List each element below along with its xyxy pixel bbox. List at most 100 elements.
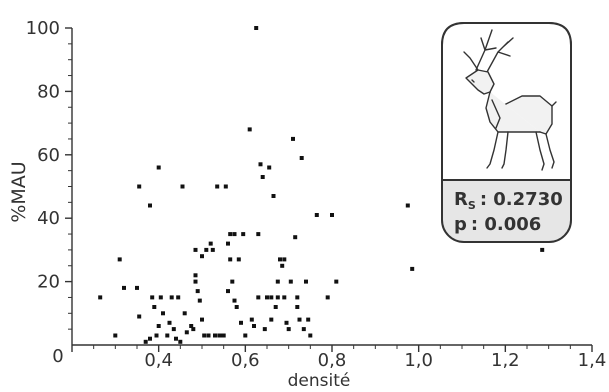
data-point (208, 241, 213, 246)
data-point (193, 273, 198, 278)
data-point (152, 305, 157, 309)
data-point (282, 257, 287, 262)
data-point (410, 266, 415, 271)
y-tick-label: 40 (37, 208, 60, 229)
data-point (150, 295, 155, 300)
data-point (299, 156, 304, 160)
data-point (156, 165, 161, 170)
x-tick-label: 1,0 (404, 350, 433, 371)
y-axis-label: %MAU (8, 161, 30, 222)
data-point (269, 295, 274, 300)
data-point (230, 279, 235, 284)
data-point (236, 257, 241, 262)
annotation-box: RS: 0.2730 p: 0.006 (441, 22, 572, 243)
data-point (314, 213, 319, 217)
data-point (219, 333, 224, 338)
x-axis-label: densité (288, 371, 351, 388)
data-point (247, 127, 252, 132)
tick-labels: 20 40 60 80 100 0 0,4 0,6 0,8 1,0 1,2 1,4 (26, 18, 607, 371)
data-point (234, 305, 239, 309)
data-point (137, 314, 142, 319)
data-point (182, 311, 187, 316)
data-point (213, 333, 217, 338)
data-point (330, 213, 334, 217)
data-point (275, 279, 280, 284)
data-point (178, 339, 183, 344)
data-point (215, 184, 220, 189)
data-point (258, 162, 263, 167)
data-points (98, 26, 545, 344)
data-point (239, 320, 243, 325)
y-tick-label: 80 (37, 81, 60, 102)
data-point (228, 257, 233, 262)
data-point (252, 324, 256, 328)
data-point (295, 295, 300, 300)
data-point (113, 333, 118, 338)
data-point (232, 232, 237, 237)
x-tick-label: 1,4 (578, 350, 607, 371)
data-point (232, 298, 237, 303)
data-point (280, 263, 285, 268)
data-point (262, 327, 267, 332)
data-point (200, 254, 204, 259)
data-point (325, 295, 330, 300)
axis-ticks (65, 27, 593, 352)
rs-subscript: S (468, 199, 476, 212)
data-point (137, 184, 142, 189)
data-point (161, 311, 165, 316)
data-point (176, 295, 181, 300)
data-point (405, 203, 410, 208)
data-point (217, 333, 222, 338)
data-point (180, 184, 185, 189)
data-point (135, 285, 139, 290)
data-point (117, 257, 122, 262)
data-point (148, 203, 152, 208)
data-point (143, 339, 148, 344)
data-point (282, 295, 287, 300)
x-tick-label: 0,8 (318, 350, 347, 371)
data-point (334, 279, 339, 284)
data-point (293, 235, 298, 240)
data-point (191, 327, 196, 332)
annotation-image-bg (441, 22, 572, 181)
data-point (540, 247, 545, 252)
data-point (288, 279, 293, 284)
data-point (291, 136, 295, 141)
data-point (269, 317, 274, 322)
data-point (193, 279, 198, 284)
data-point (260, 175, 265, 179)
data-point (189, 324, 194, 328)
data-point (174, 336, 178, 341)
x-tick-label: 0,4 (144, 350, 173, 371)
data-point (295, 305, 300, 309)
data-point (275, 295, 280, 300)
data-point (156, 324, 161, 328)
x-tick-label: 0,6 (231, 350, 260, 371)
data-point (171, 327, 176, 332)
data-point (158, 295, 163, 300)
data-point (278, 257, 282, 262)
rs-value: : 0.2730 (480, 189, 563, 210)
data-point (195, 289, 200, 294)
data-point (167, 320, 172, 325)
data-point (256, 295, 261, 300)
data-point (306, 317, 311, 322)
data-point (197, 298, 202, 303)
data-point (206, 333, 211, 338)
p-value: : 0.006 (471, 214, 541, 235)
y-tick-label: 60 (37, 145, 60, 166)
data-point (297, 317, 302, 322)
data-point (165, 333, 170, 338)
data-point (169, 295, 174, 300)
data-point (267, 165, 272, 170)
data-point (154, 333, 159, 338)
data-point (223, 184, 228, 189)
data-point (304, 279, 308, 284)
data-point (241, 232, 246, 237)
data-point (254, 26, 259, 30)
data-point (284, 320, 289, 325)
data-point (221, 333, 226, 338)
data-point (202, 333, 207, 338)
data-point (226, 289, 230, 294)
